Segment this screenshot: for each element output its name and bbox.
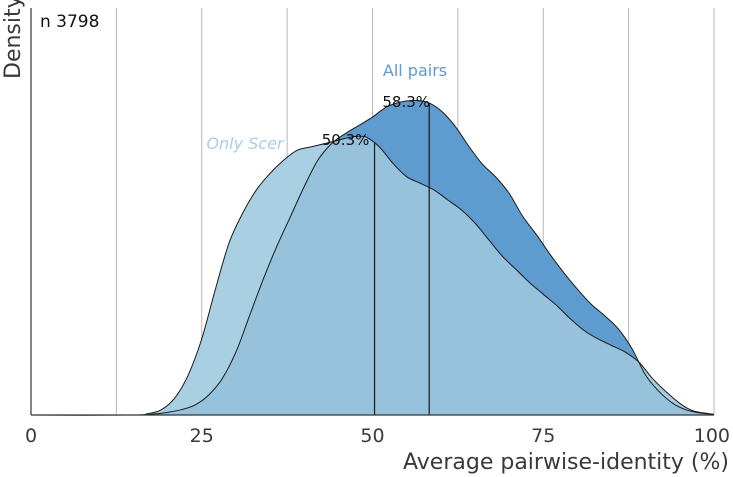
x-tick-labels: 0 25 50 75 100 [25, 425, 730, 447]
density-outline-only-scer [30, 135, 715, 416]
sample-size-annotation: n 3798 [40, 12, 99, 32]
x-tick-label-0: 0 [25, 425, 37, 447]
x-tick-label-75: 75 [531, 425, 555, 447]
density-outline-all-pairs [30, 100, 715, 416]
density-overlap-area [31, 136, 714, 415]
series-label-only-scer: Only Scer [206, 134, 285, 153]
x-tick-label-100: 100 [694, 425, 730, 447]
y-axis-title: Density [1, 0, 26, 79]
x-tick-label-25: 25 [190, 425, 214, 447]
x-axis-title: Average pairwise-identity (%) [403, 450, 729, 475]
median-label-only-scer: 50.3% [322, 131, 370, 149]
axes-layer [30, 8, 714, 416]
series-label-all-pairs: All pairs [383, 61, 447, 80]
median-lines-layer [373, 103, 430, 415]
x-tick-label-50: 50 [360, 425, 384, 447]
overlap-area-layer [30, 100, 715, 416]
median-label-all-pairs: 58.3% [382, 93, 430, 111]
